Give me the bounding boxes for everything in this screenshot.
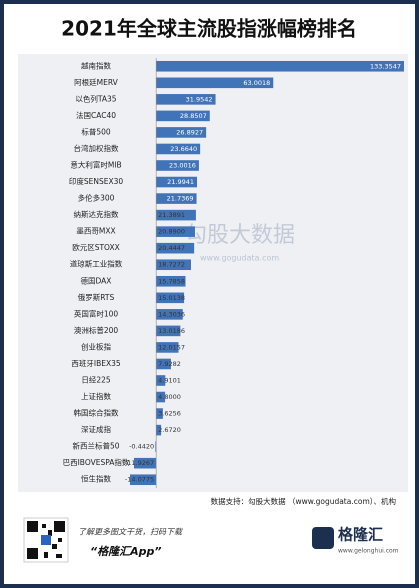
value-label: 20.4447: [158, 244, 185, 252]
bar: [156, 325, 181, 337]
bar: [156, 275, 186, 287]
y-tick-label: 道琼斯工业指数: [70, 259, 123, 269]
value-label: 18.7272: [158, 261, 185, 269]
y-tick-label: 印度SENSEX30: [69, 176, 124, 186]
value-label: -11.9267: [125, 459, 154, 467]
promo: 了解更多图文干货，扫码下载: [78, 528, 183, 537]
watermark-url: www.gogudata.com: [200, 254, 279, 263]
y-tick-label: 多伦多300: [78, 193, 115, 203]
y-tick-label: 台湾加权指数: [74, 143, 119, 153]
bar: [156, 342, 179, 353]
y-tick-label: 巴西IBOVESPA指数: [63, 457, 130, 467]
bar: [156, 408, 163, 419]
y-tick-label: 韩国综合指数: [74, 408, 119, 418]
y-tick-label: 欧元区STOXX: [72, 242, 120, 252]
app-name: “格隆汇App”: [90, 545, 161, 558]
bar: [156, 60, 404, 72]
y-tick-label: 越南指数: [81, 60, 111, 70]
y-tick-label: 恒生指数: [81, 474, 111, 484]
bar: [156, 292, 185, 304]
y-tick-label: 俄罗斯RTS: [78, 292, 115, 302]
value-label: 21.9941: [167, 178, 194, 186]
value-label: 12.0157: [158, 343, 185, 351]
value-label: 26.8927: [176, 128, 203, 136]
value-label: 4.9101: [158, 377, 181, 385]
value-label: 3.6256: [158, 410, 181, 418]
bar: [155, 441, 157, 452]
bar: [156, 193, 197, 204]
y-tick-label: 澳洲标普200: [74, 325, 119, 335]
value-label: 63.0018: [243, 79, 270, 87]
value-label: 21.3891: [158, 211, 185, 219]
y-tick-label: 英国富时100: [74, 308, 119, 318]
bar: [156, 176, 198, 188]
value-label: 4.8000: [158, 393, 181, 401]
y-tick-label: 以色列TA35: [75, 93, 116, 103]
value-label: 28.8507: [180, 112, 207, 120]
value-label: 13.0186: [158, 327, 185, 335]
value-label: -14.0775: [125, 476, 154, 484]
value-label: 15.0138: [158, 294, 185, 302]
site: www.gelonghui.com: [338, 548, 399, 555]
value-label: 15.7858: [158, 277, 185, 285]
y-tick-label: 西班牙IBEX35: [71, 358, 121, 368]
watermark: 勾股大数据: [185, 223, 295, 248]
plot-bg: [18, 54, 408, 492]
bar: [156, 160, 199, 171]
y-tick-label: 意大利富时MIB: [70, 160, 121, 170]
bar: [156, 375, 166, 386]
y-tick-label: 德国DAX: [81, 275, 112, 285]
y-tick-label: 日经225: [81, 375, 111, 385]
value-label: -0.4420: [129, 443, 154, 451]
y-tick-label: 标普500: [81, 126, 111, 136]
source: 数据支持：勾股大数据 （www.gogudata.com）、机构: [211, 496, 397, 506]
bar: [156, 358, 171, 370]
bar: [156, 77, 274, 89]
value-label: 2.6720: [158, 426, 181, 434]
chart-title: 2021年全球主流股指涨幅榜排名: [61, 17, 357, 41]
value-label: 133.3547: [370, 62, 401, 70]
bar: [156, 309, 183, 320]
y-tick-label: 上证指数: [81, 391, 111, 401]
value-label: 7.9282: [158, 360, 181, 368]
qr-code: [23, 517, 69, 563]
value-label: 21.7369: [167, 195, 194, 203]
y-tick-label: 深证成指: [81, 424, 111, 434]
y-tick-label: 新西兰标普50: [72, 441, 119, 451]
bar: [156, 143, 201, 155]
value-label: 14.3036: [158, 310, 185, 318]
y-tick-label: 创业板指: [81, 341, 111, 351]
y-tick-label: 墨西哥MXX: [76, 227, 115, 236]
y-tick-label: 法国CAC40: [76, 110, 116, 120]
y-tick-label: 纳斯达克指数: [74, 209, 119, 219]
value-label: 20.8900: [158, 228, 185, 236]
bar: [156, 226, 195, 237]
brand: 格隆汇: [338, 526, 383, 544]
bar: [156, 209, 196, 221]
logo: [312, 527, 334, 549]
bar: [156, 424, 162, 436]
bar: [130, 474, 157, 486]
bar: [156, 110, 210, 122]
y-tick-label: 阿根廷MERV: [74, 77, 119, 87]
bar: [156, 259, 191, 271]
bar: [133, 457, 157, 469]
value-label: 23.6640: [170, 145, 197, 153]
bar: [156, 127, 207, 138]
value-label: 23.0016: [169, 162, 196, 170]
bar: [156, 94, 216, 105]
bar: [156, 391, 166, 403]
bar: [156, 242, 195, 254]
value-label: 31.9542: [186, 95, 213, 103]
